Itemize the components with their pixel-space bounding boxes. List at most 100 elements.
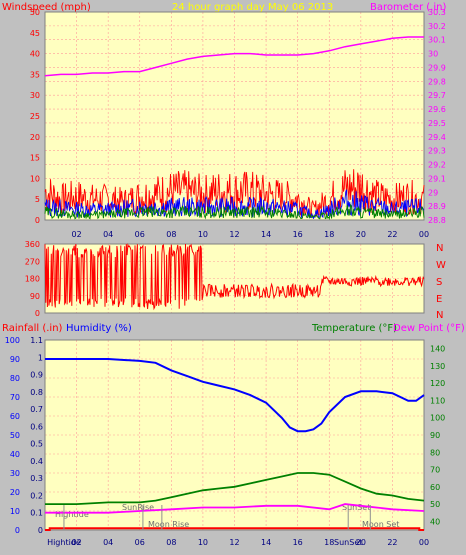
top-x-tick-label: 02 (71, 230, 81, 239)
direction-tick-label: 90 (30, 292, 40, 301)
temperature-tick-label: 60 (430, 483, 440, 492)
barometer-tick-label: 28.8 (428, 216, 446, 225)
annotation-hightide: Hightide (55, 510, 89, 519)
annotation-moonset: Moon Set (362, 520, 399, 529)
bottom-x-tick-label: 06 (135, 538, 145, 547)
windspeed-tick-label: 50 (30, 8, 40, 17)
temperature-axis-title: Temperature (°F) (311, 323, 397, 334)
annotation-moonrise: Moon Rise (148, 520, 189, 529)
rainfall-axis-title: Rainfall (.in) (2, 323, 63, 334)
top-x-tick-label: 18 (324, 230, 334, 239)
barometer-tick-label: 30.1 (428, 36, 446, 45)
windspeed-axis-title: Windspeed (mph) (2, 2, 91, 13)
windspeed-tick-label: 5 (35, 195, 40, 204)
windspeed-tick-label: 20 (30, 133, 40, 142)
humidity-tick-label: 10 (10, 507, 20, 516)
rainfall-tick-label: 0.3 (30, 474, 43, 483)
top-x-tick-label: 20 (356, 230, 366, 239)
humidity-tick-label: 80 (10, 374, 20, 383)
barometer-tick-label: 29.3 (428, 147, 446, 156)
barometer-tick-label: 29.5 (428, 119, 446, 128)
barometer-tick-label: 30 (428, 50, 438, 59)
rainfall-tick-label: 1.1 (30, 336, 43, 345)
top-x-tick-label: 06 (135, 230, 145, 239)
direction-tick-label: 180 (25, 275, 40, 284)
barometer-line (44, 36, 424, 77)
rainfall-tick-label: 0.2 (30, 491, 43, 500)
top-x-tick-label: 08 (166, 230, 176, 239)
windspeed-tick-label: 15 (30, 154, 40, 163)
bottom-x-tick-label: 02 (71, 538, 81, 547)
bottom-frame (44, 339, 425, 531)
top-x-tick-label: 16 (293, 230, 303, 239)
compass-label-w: W (436, 260, 446, 271)
temperature-tick-label: 110 (430, 396, 445, 405)
temperature-line (45, 472, 425, 506)
bottom-x-tick-label: 12 (229, 538, 239, 547)
bottom-x-tick-label: 22 (387, 538, 397, 547)
compass-label-e: E (436, 294, 442, 305)
top-x-tick-label: 04 (103, 230, 113, 239)
humidity-tick-label: 50 (10, 431, 20, 440)
rainfall-tick-label: 0.6 (30, 422, 43, 431)
chart-title: 24 hour graph day May 06 2013 (172, 2, 333, 13)
compass-label-s: S (436, 277, 442, 288)
bottom-x-tick-label: 18 (324, 538, 334, 547)
wind-direction-line (44, 242, 425, 311)
humidity-tick-label: 60 (10, 412, 20, 421)
rainfall-line (45, 527, 424, 531)
humidity-tick-label: 100 (5, 336, 20, 345)
bottom-x-tick-label: 10 (198, 538, 208, 547)
windspeed-tick-label: 40 (30, 50, 40, 59)
rainfall-tick-label: 0 (38, 526, 43, 535)
windspeed-tick-label: 0 (35, 216, 40, 225)
temperature-tick-label: 130 (430, 362, 445, 371)
bottom-x-tick-label: 20 (356, 538, 366, 547)
direction-tick-label: 360 (25, 240, 40, 249)
annotation-sunset: SunSet (342, 503, 370, 512)
bottom-x-tick-label: 04 (103, 538, 113, 547)
temperature-tick-label: 140 (430, 345, 445, 354)
direction-tick-label: 0 (35, 309, 40, 318)
bottom-x-tick-label: 16 (293, 538, 303, 547)
humidity-line (45, 358, 425, 433)
barometer-tick-label: 29.9 (428, 63, 446, 72)
barometer-tick-label: 29 (428, 188, 438, 197)
bottom-x-tick-label: 14 (261, 538, 271, 547)
rainfall-tick-label: 0.9 (30, 371, 43, 380)
dewpoint-line (45, 503, 425, 514)
temperature-tick-label: 100 (430, 414, 445, 423)
barometer-tick-label: 30.3 (428, 8, 446, 17)
top-frame (44, 11, 425, 221)
bottom-x-tick-label: 08 (166, 538, 176, 547)
top-x-tick-label: 00 (419, 230, 429, 239)
top-x-tick-label: 12 (229, 230, 239, 239)
dewpoint-axis-title: Dew Point (°F) (393, 323, 465, 334)
compass-label-n-bottom: N (436, 310, 443, 321)
windspeed-tick-label: 45 (30, 29, 40, 38)
windspeed-tick-label: 35 (30, 70, 40, 79)
top-x-tick-label: 14 (261, 230, 271, 239)
top-x-tick-label: 10 (198, 230, 208, 239)
top-x-tick-label: 22 (387, 230, 397, 239)
humidity-tick-label: 90 (10, 355, 20, 364)
rainfall-tick-label: 0.5 (30, 440, 43, 449)
windspeed-tick-label: 25 (30, 112, 40, 121)
wind-gust-line (44, 189, 425, 219)
wind-average-line (44, 203, 425, 221)
temperature-tick-label: 80 (430, 448, 440, 457)
barometer-tick-label: 29.2 (428, 161, 446, 170)
barometer-axis-title: Barometer (.in) (370, 2, 446, 13)
barometer-tick-label: 29.7 (428, 91, 446, 100)
annotation-sunrise: SunRise (122, 503, 154, 512)
barometer-tick-label: 29.6 (428, 105, 446, 114)
barometer-tick-label: 29.1 (428, 174, 446, 183)
rainfall-tick-label: 0.1 (30, 509, 43, 518)
rainfall-tick-label: 0.8 (30, 388, 43, 397)
temperature-tick-label: 70 (430, 466, 440, 475)
bottom-x-tick-label: SunSet (334, 538, 362, 547)
rainfall-tick-label: 1 (38, 353, 43, 362)
humidity-tick-label: 20 (10, 488, 20, 497)
